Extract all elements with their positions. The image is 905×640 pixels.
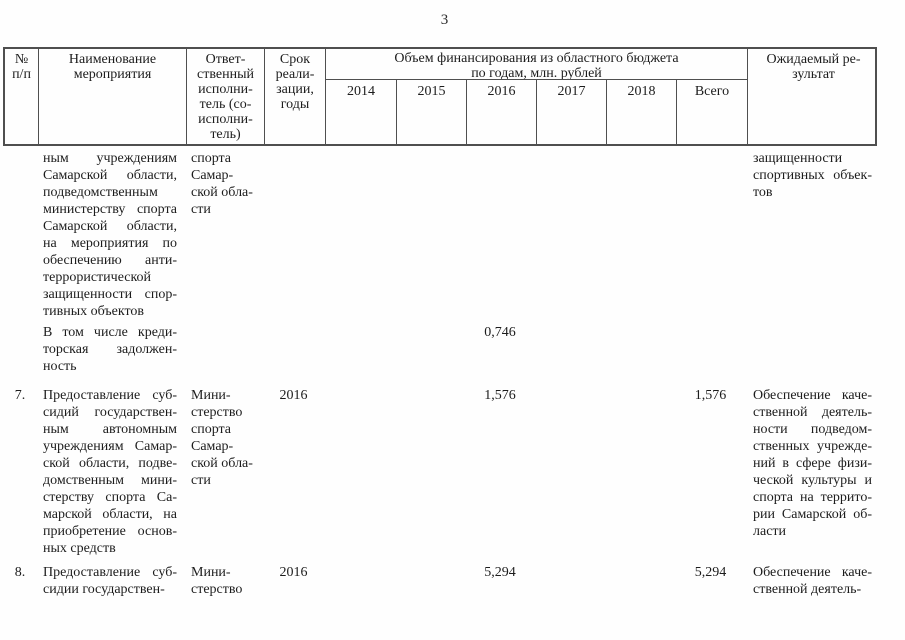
table-row-7: 7. Предоставление суб-сидий государствен… bbox=[3, 387, 877, 557]
table-row-8: 8. Предоставление суб-сидии государствен… bbox=[3, 564, 877, 598]
cell-row-number: 7. bbox=[14, 388, 26, 403]
cell-row-number: 8. bbox=[14, 565, 26, 580]
header-total: Всего bbox=[677, 80, 748, 146]
cell-amount-2017 bbox=[535, 324, 605, 375]
cell-term bbox=[263, 150, 324, 320]
table-header: № п/п Наименование мероприятия Ответ-ствен… bbox=[3, 47, 877, 146]
header-executor: Ответ-ственный исполни-тель (со-исполни-т… bbox=[187, 49, 265, 146]
table-row-subtotal: В том числе креди-торская задолжен-ность… bbox=[3, 324, 877, 375]
cell-amount-2018 bbox=[605, 387, 675, 557]
cell-amount-total bbox=[675, 150, 746, 320]
cell-amount-2014 bbox=[324, 150, 395, 320]
cell-amount-2016: 0,746 bbox=[484, 325, 516, 340]
page-number: 3 bbox=[440, 12, 449, 28]
cell-amount-2015 bbox=[395, 387, 465, 557]
cell-amount-2016 bbox=[465, 150, 535, 320]
cell-amount-2016: 1,576 bbox=[484, 388, 516, 403]
cell-amount-2017 bbox=[535, 150, 605, 320]
header-term: Срок реали-зации, годы bbox=[265, 49, 326, 146]
cell-amount-2015 bbox=[395, 324, 465, 375]
header-expected-result: Ожидаемый ре-зультат bbox=[766, 52, 861, 82]
cell-amount-total bbox=[675, 324, 746, 375]
header-row-number: № п/п bbox=[5, 49, 39, 146]
cell-executor: Мини-стерство спорта Самар-ской обла-сти bbox=[191, 388, 253, 488]
cell-row-number bbox=[3, 324, 37, 375]
cell-amount-2014 bbox=[324, 324, 395, 375]
cell-expected-result: Обеспечение каче-ственной деятель- bbox=[753, 565, 872, 597]
cell-activity-name: Предоставление суб-сидий государствен-ны… bbox=[43, 388, 177, 556]
header-year-2016: 2016 bbox=[467, 80, 537, 146]
cell-amount-total: 1,576 bbox=[694, 388, 727, 403]
cell-amount-2015 bbox=[395, 564, 465, 598]
cell-executor bbox=[185, 324, 263, 375]
cell-activity-name: ным учреждениям Самарской области, подведо… bbox=[43, 151, 177, 319]
cell-term bbox=[263, 324, 324, 375]
cell-expected-result: Обеспечение каче-ственной деятель-ности … bbox=[753, 388, 872, 539]
table-row-continuation: ным учреждениям Самарской области, подведо… bbox=[3, 150, 877, 320]
cell-amount-2018 bbox=[605, 324, 675, 375]
cell-amount-2017 bbox=[535, 387, 605, 557]
financing-table: № п/п Наименование мероприятия Ответ-ствен… bbox=[3, 47, 877, 598]
cell-amount-2017 bbox=[535, 564, 605, 598]
cell-amount-total: 5,294 bbox=[694, 565, 727, 580]
cell-amount-2015 bbox=[395, 150, 465, 320]
cell-expected-result: защищенности спортивных объек-тов bbox=[753, 151, 872, 200]
cell-amount-2014 bbox=[324, 387, 395, 557]
cell-amount-2018 bbox=[605, 564, 675, 598]
cell-amount-2014 bbox=[324, 564, 395, 598]
cell-term: 2016 bbox=[279, 565, 308, 580]
cell-term: 2016 bbox=[279, 388, 308, 403]
header-finance-group: Объем финансирования из областного бюдже… bbox=[326, 49, 748, 80]
cell-executor: Мини-стерство bbox=[191, 565, 243, 597]
cell-activity-name: В том числе креди-торская задолжен-ность bbox=[43, 325, 177, 374]
header-activity-name: Наименование мероприятия bbox=[39, 49, 187, 146]
cell-amount-2016: 5,294 bbox=[484, 565, 516, 580]
header-year-2014: 2014 bbox=[326, 80, 397, 146]
cell-amount-2018 bbox=[605, 150, 675, 320]
cell-activity-name: Предоставление суб-сидии государствен- bbox=[43, 565, 177, 597]
header-year-2015: 2015 bbox=[397, 80, 467, 146]
header-year-2018: 2018 bbox=[607, 80, 677, 146]
header-year-2017: 2017 bbox=[537, 80, 607, 146]
cell-executor: спорта Самар-ской обла-сти bbox=[191, 151, 253, 217]
cell-expected-result bbox=[746, 324, 877, 375]
cell-row-number bbox=[3, 150, 37, 320]
